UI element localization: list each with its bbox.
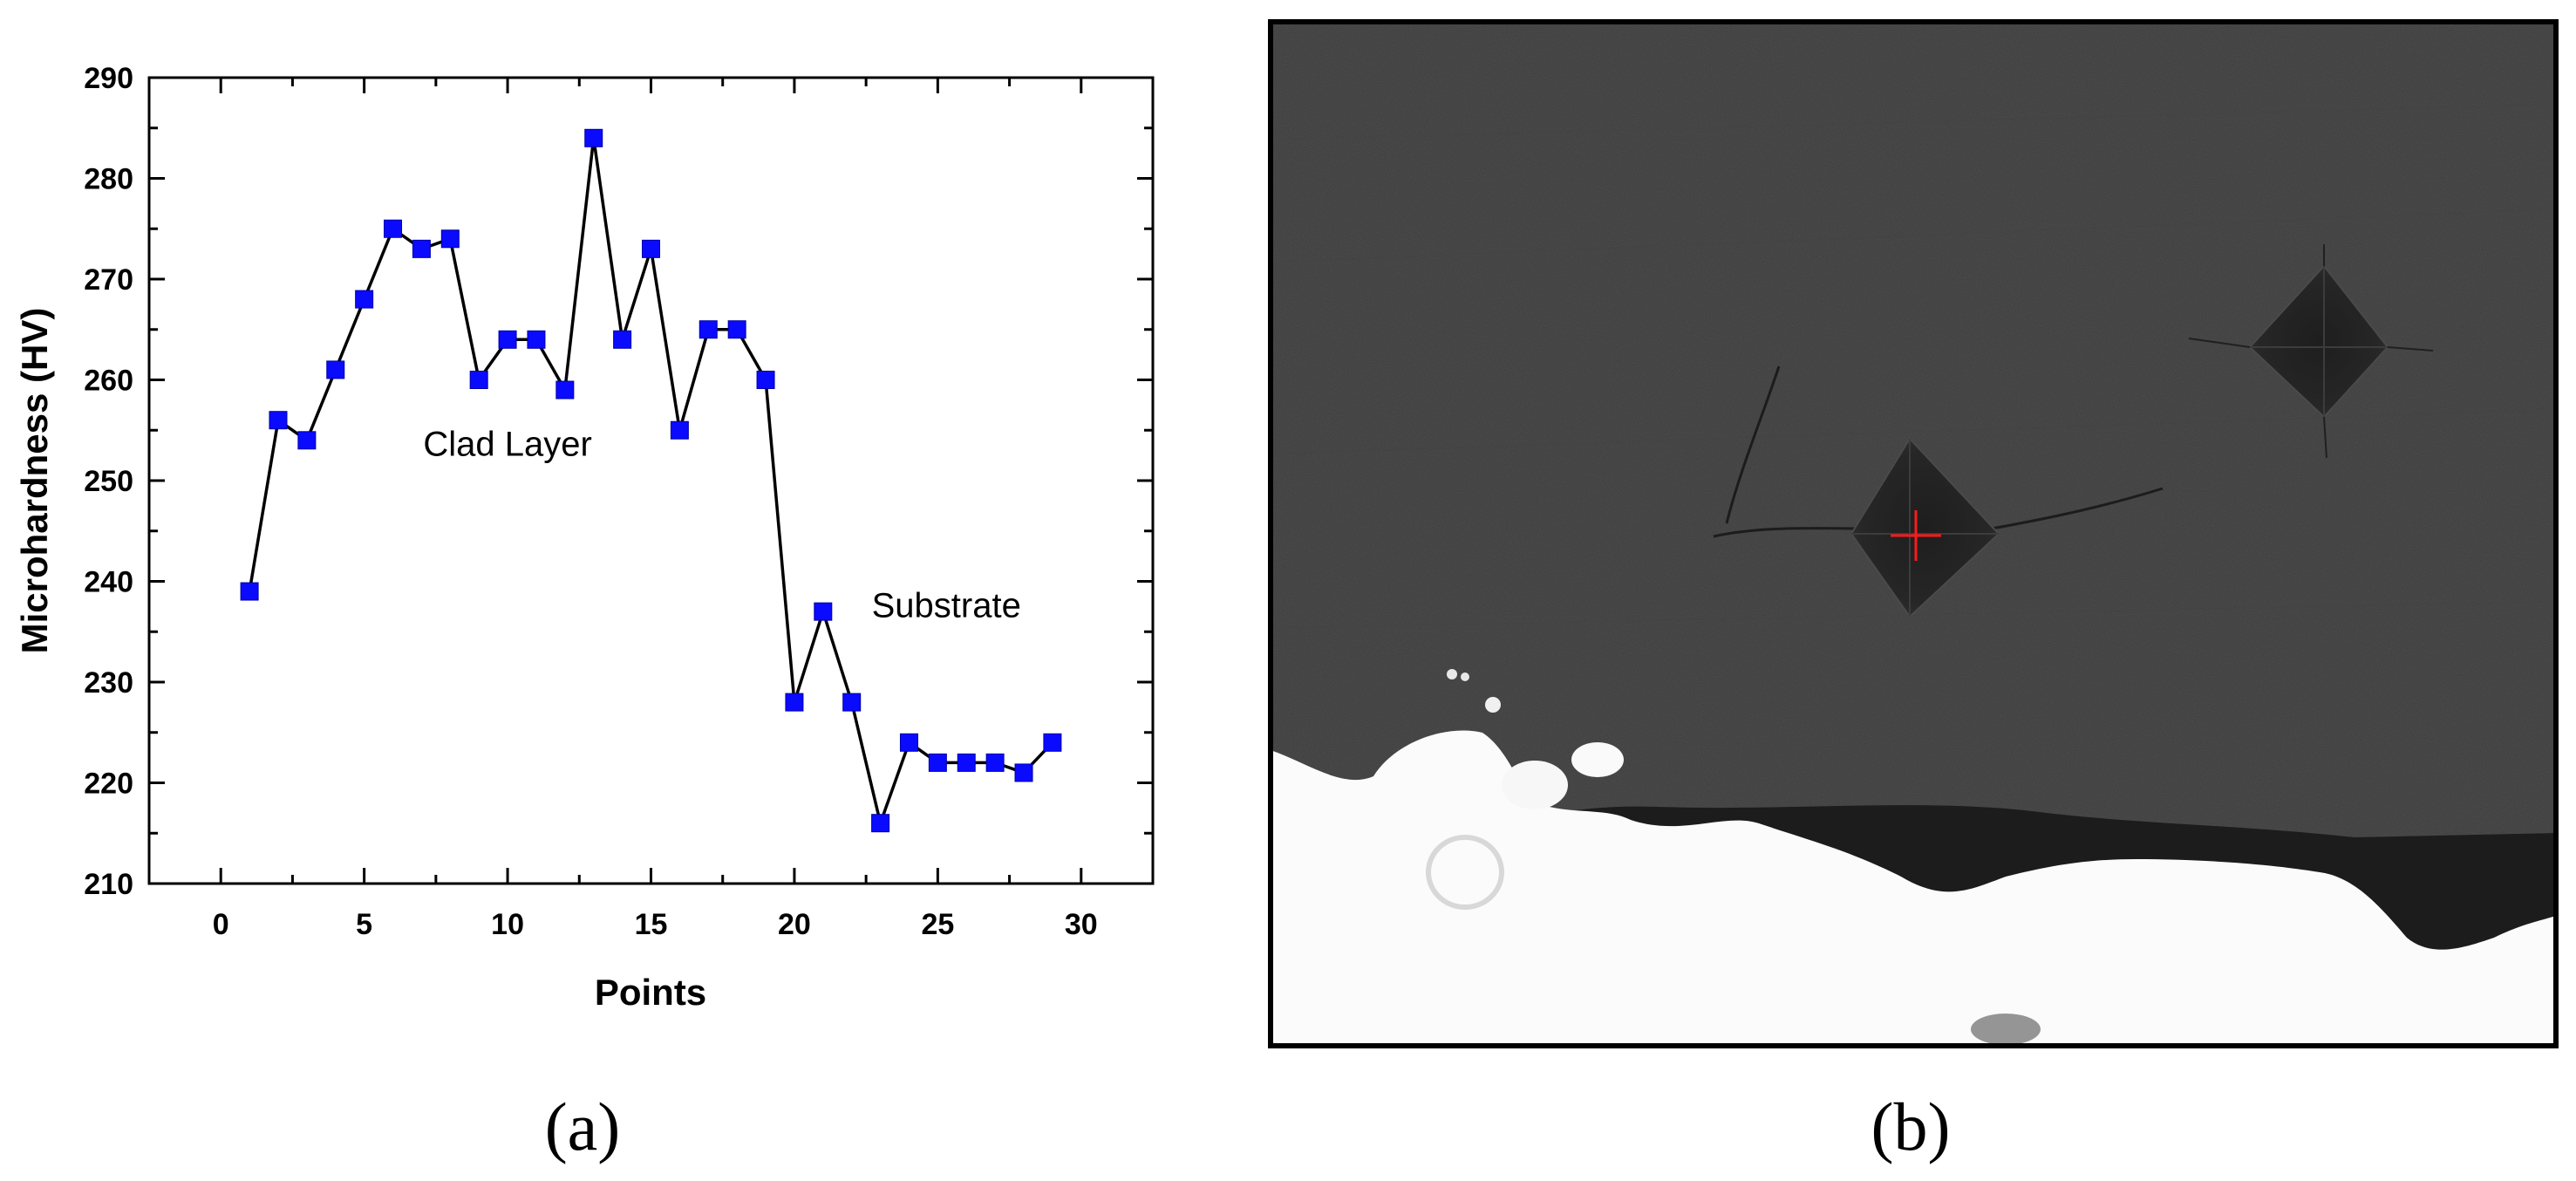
x-tick-label: 30	[1065, 908, 1098, 941]
inclusion	[1502, 761, 1568, 809]
x-tick-label: 10	[491, 908, 524, 941]
data-point	[240, 582, 259, 601]
data-point	[871, 814, 890, 833]
y-tick-label: 220	[84, 768, 133, 801]
data-point	[899, 733, 918, 752]
data-point	[326, 360, 345, 379]
micrograph-image	[1268, 19, 2559, 1048]
data-point	[785, 693, 804, 712]
annotation-label: Substrate	[872, 586, 1021, 625]
panel-label-b: (b)	[1871, 1089, 1951, 1164]
data-point	[269, 411, 288, 430]
micrograph-frame	[1268, 19, 2559, 1048]
data-point	[928, 753, 947, 772]
x-tick-label: 15	[635, 908, 668, 941]
x-tick-label: 25	[921, 908, 954, 941]
series-hardness	[240, 128, 1062, 833]
data-point	[957, 753, 976, 772]
y-tick-label: 260	[84, 365, 133, 398]
x-tick-label: 0	[213, 908, 229, 941]
x-tick-label: 20	[778, 908, 811, 941]
data-point	[670, 420, 689, 440]
data-point	[842, 693, 862, 712]
x-axis: 0 5 10 15 20 25 30	[213, 78, 1098, 941]
data-point	[985, 753, 1005, 772]
y-tick-label: 280	[84, 163, 133, 196]
substrate-region	[1271, 730, 2556, 1046]
data-point	[412, 239, 431, 258]
x-tick-label: 5	[356, 908, 372, 941]
inclusion	[1571, 742, 1624, 777]
data-point	[642, 239, 660, 258]
y-axis: 210 220 230 240 250 260 270 280 290	[84, 62, 1153, 901]
inclusion	[1426, 835, 1504, 910]
data-point	[727, 320, 746, 339]
annotations: Clad Layer Substrate	[423, 426, 1020, 625]
data-point	[555, 380, 575, 399]
data-point	[1014, 763, 1033, 782]
data-point	[814, 602, 833, 621]
y-tick-label: 250	[84, 465, 133, 498]
data-point	[584, 128, 603, 147]
y-tick-label: 210	[84, 868, 133, 901]
y-tick-label: 230	[84, 666, 133, 700]
data-point	[527, 330, 546, 349]
data-point	[384, 219, 403, 238]
data-point	[699, 320, 718, 339]
y-tick-label: 270	[84, 263, 133, 297]
data-point	[469, 371, 488, 389]
hardness-chart: 210 220 230 240 250 260 270 280 290 0 5 10 15 20 25 30…	[14, 62, 1155, 1013]
y-axis-title: Microhardness (HV)	[14, 308, 55, 654]
data-point	[440, 229, 460, 249]
data-point	[1043, 733, 1062, 752]
data-point	[613, 330, 632, 349]
x-axis-title: Points	[595, 972, 706, 1013]
panel-label-a: (a)	[545, 1089, 621, 1164]
y-tick-label: 290	[84, 62, 133, 95]
data-point	[297, 431, 317, 450]
data-point	[756, 371, 775, 389]
y-tick-label: 240	[84, 566, 133, 599]
crosshair-cursor	[1891, 510, 1941, 561]
annotation-label: Clad Layer	[423, 426, 591, 464]
data-point	[355, 290, 374, 309]
data-point	[498, 330, 517, 349]
